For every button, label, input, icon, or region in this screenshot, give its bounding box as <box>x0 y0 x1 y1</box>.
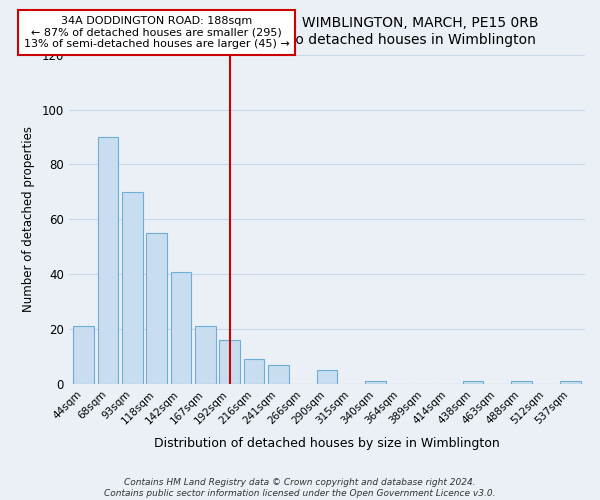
Bar <box>195 326 215 384</box>
Bar <box>463 382 484 384</box>
Text: 34A DODDINGTON ROAD: 188sqm
← 87% of detached houses are smaller (295)
13% of se: 34A DODDINGTON ROAD: 188sqm ← 87% of det… <box>23 16 289 49</box>
Bar <box>73 326 94 384</box>
Bar <box>244 360 264 384</box>
Bar <box>317 370 337 384</box>
X-axis label: Distribution of detached houses by size in Wimblington: Distribution of detached houses by size … <box>154 437 500 450</box>
Bar <box>146 233 167 384</box>
Y-axis label: Number of detached properties: Number of detached properties <box>22 126 35 312</box>
Bar <box>365 382 386 384</box>
Bar <box>98 137 118 384</box>
Bar <box>268 365 289 384</box>
Bar <box>219 340 240 384</box>
Title: 34A, DODDINGTON ROAD, WIMBLINGTON, MARCH, PE15 0RB
Size of property relative to : 34A, DODDINGTON ROAD, WIMBLINGTON, MARCH… <box>115 16 539 46</box>
Bar <box>122 192 143 384</box>
Bar <box>170 272 191 384</box>
Text: Contains HM Land Registry data © Crown copyright and database right 2024.
Contai: Contains HM Land Registry data © Crown c… <box>104 478 496 498</box>
Bar <box>560 382 581 384</box>
Bar <box>511 382 532 384</box>
